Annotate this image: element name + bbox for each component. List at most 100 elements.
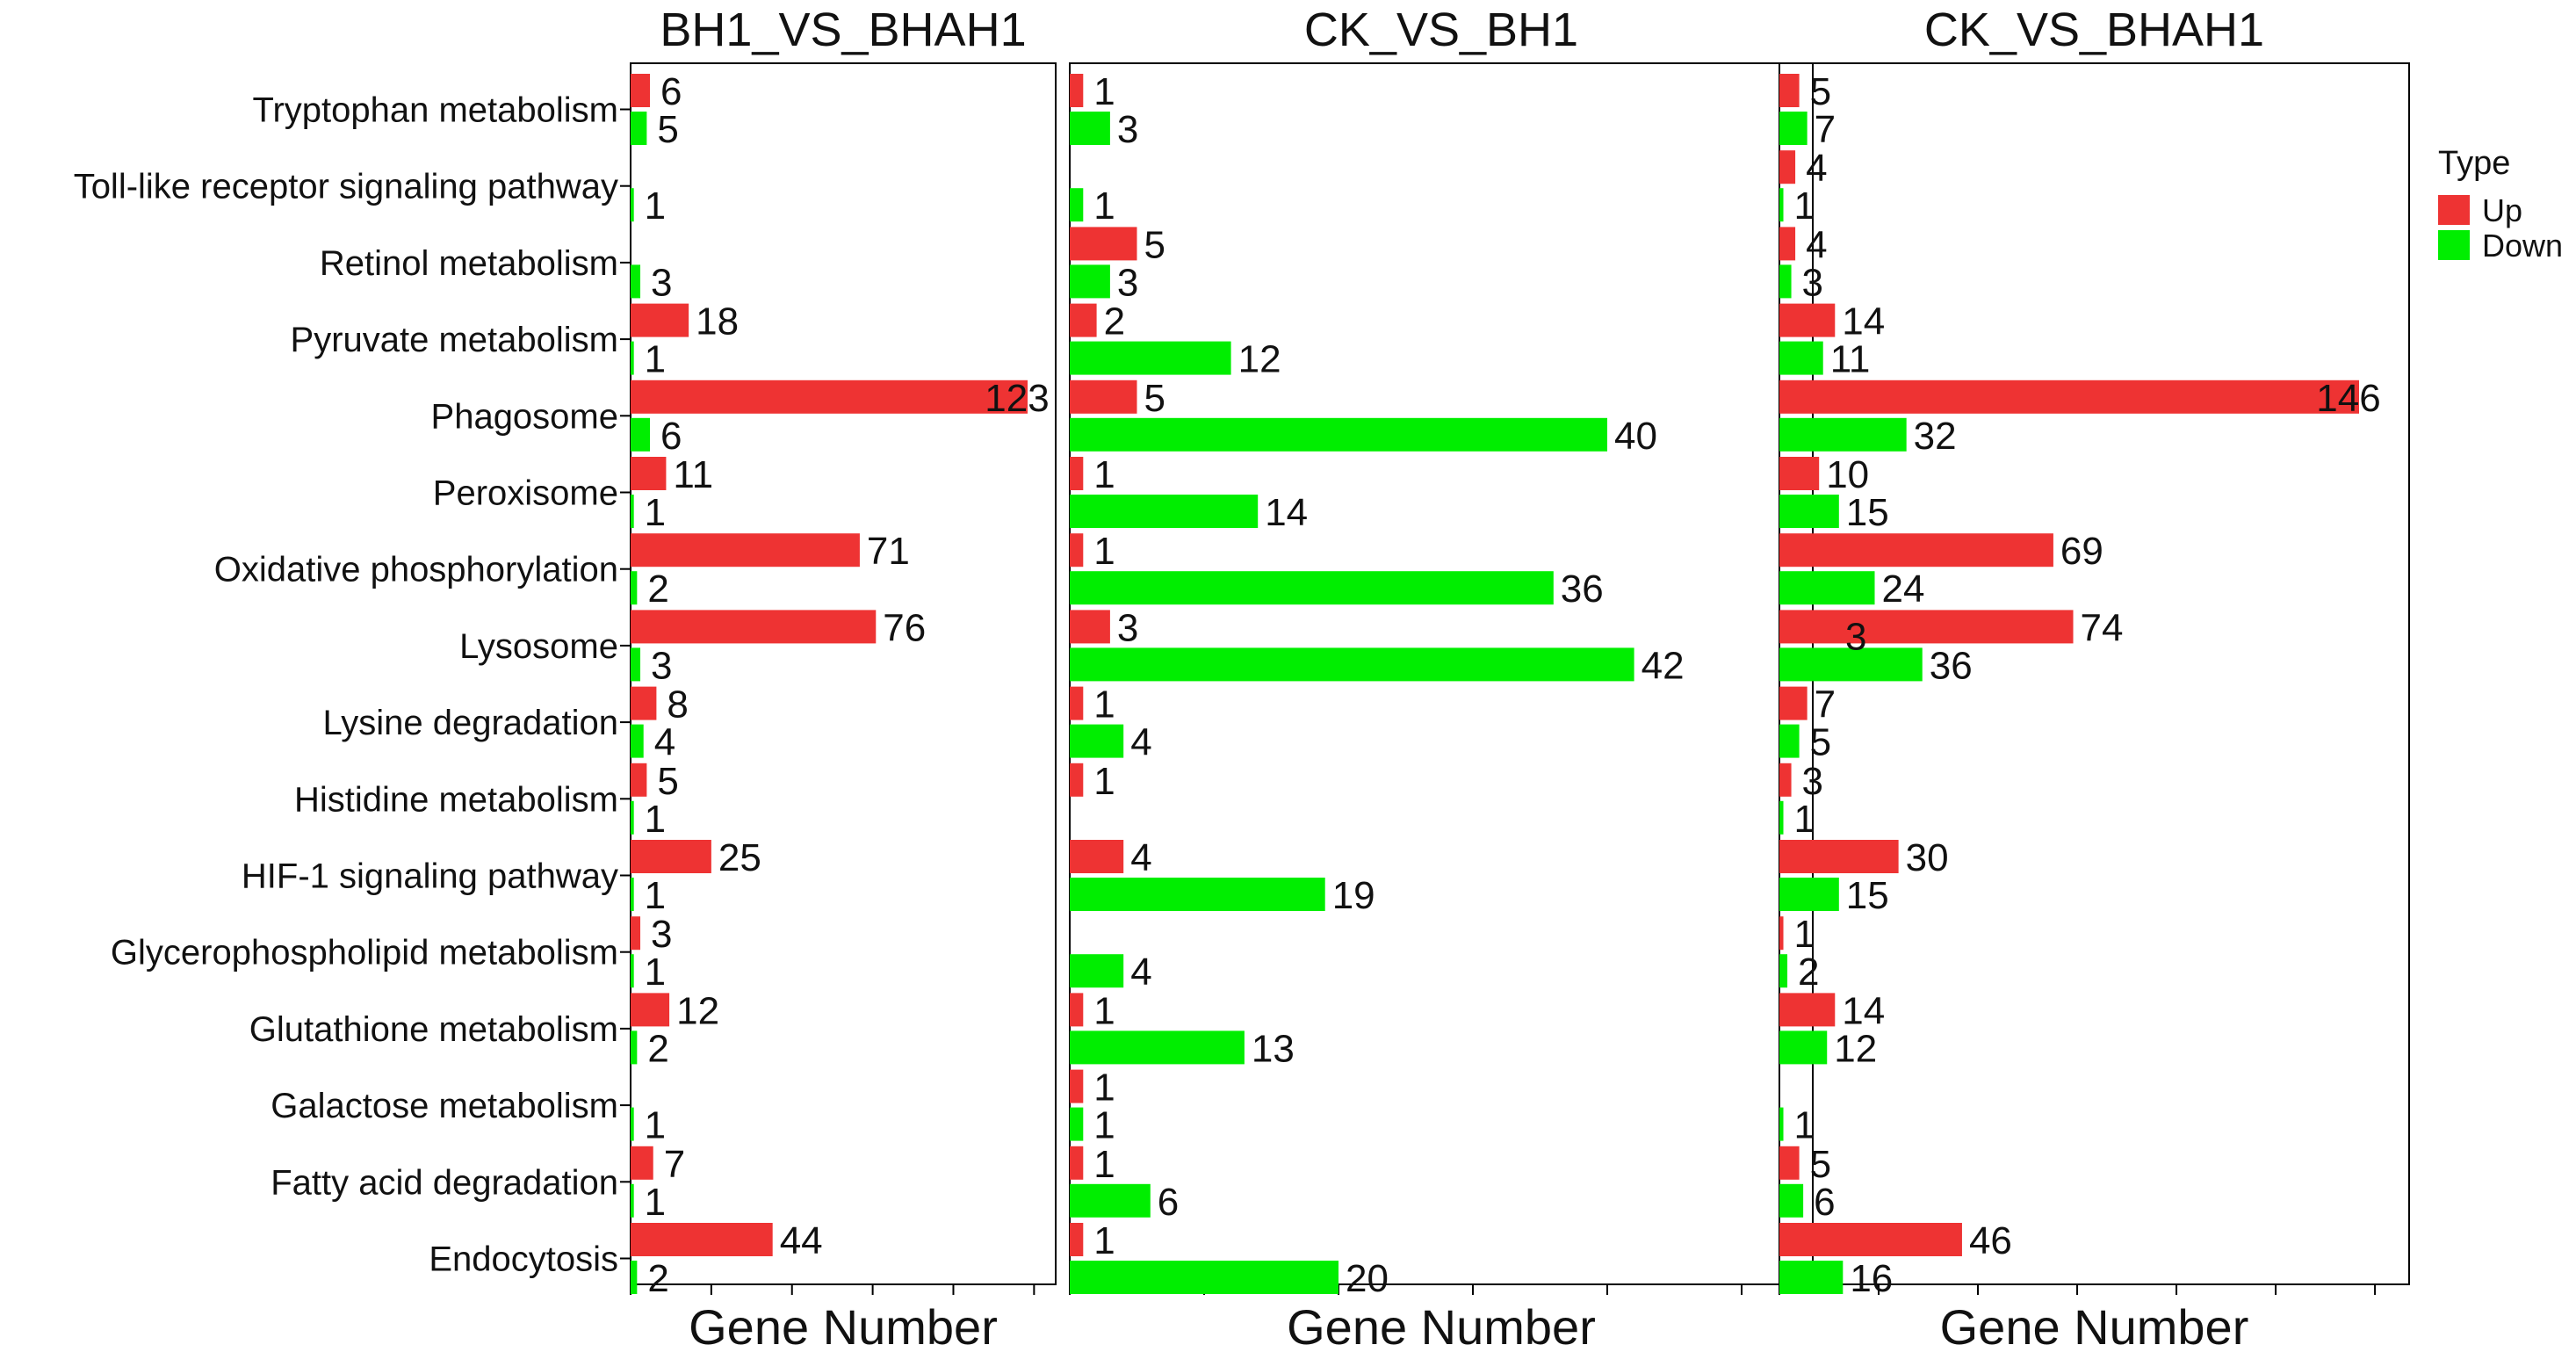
bar-up <box>631 1146 653 1180</box>
legend-title: Type <box>2438 145 2510 182</box>
value-label-up: 1 <box>1093 1143 1115 1186</box>
panel-frame <box>630 62 1057 1285</box>
bar-down <box>1779 954 1788 988</box>
legend-label-up: Up <box>2482 192 2522 228</box>
bar-down <box>631 724 644 758</box>
bar-up <box>1779 74 1800 107</box>
value-label-down: 1 <box>1093 184 1115 228</box>
panel-title: BH1_VS_BHAH1 <box>660 4 1026 56</box>
bar-down <box>1779 495 1839 528</box>
value-label-down: 5 <box>1810 721 1831 764</box>
value-label-down: 1 <box>645 338 666 381</box>
value-label-up: 10 <box>1826 453 1869 496</box>
bar-up <box>631 1223 773 1256</box>
category-label: Pyruvate metabolism <box>291 321 618 359</box>
value-label-up: 2 <box>1104 300 1125 343</box>
value-label-down: 3 <box>651 261 672 304</box>
x-axis-title: Gene Number <box>1940 1299 2249 1352</box>
value-label-up: 4 <box>1806 147 1827 190</box>
bar-down <box>1779 264 1792 299</box>
category-label: Toll-like receptor signaling pathway <box>74 168 618 206</box>
bar-up <box>1070 303 1097 337</box>
bar-down <box>631 264 641 299</box>
value-label-down: 24 <box>1881 568 1924 611</box>
category-label: Lysosome <box>459 627 618 666</box>
value-label-up: 74 <box>2081 606 2124 649</box>
value-label-down: 6 <box>1814 1181 1835 1224</box>
bar-up <box>1779 916 1784 951</box>
value-label-up: 69 <box>2060 530 2103 573</box>
value-label-up: 1 <box>1093 1066 1115 1110</box>
value-label-down: 2 <box>647 1027 668 1070</box>
bar-down <box>631 878 634 911</box>
bar-up <box>1070 993 1084 1027</box>
bar-up <box>631 916 641 951</box>
bar-down <box>1779 417 1907 452</box>
value-label-down: 3 <box>651 644 672 687</box>
bar-up <box>1779 993 1836 1027</box>
value-label-up: 8 <box>667 683 688 727</box>
value-label-up: 3 <box>651 913 672 956</box>
value-label-up: 1 <box>1093 530 1115 573</box>
value-label-down: 1 <box>645 1181 666 1224</box>
legend-swatch-up <box>2438 195 2470 225</box>
value-label-up: 146 <box>2316 377 2380 420</box>
bar-down <box>631 417 651 452</box>
bar-up <box>631 686 657 720</box>
value-label-down: 15 <box>1846 491 1889 534</box>
bar-up <box>631 840 711 873</box>
bar-up <box>1070 763 1084 797</box>
value-label-up: 3 <box>1802 760 1823 803</box>
value-label-down: 1 <box>645 798 666 841</box>
bar-up <box>1779 303 1836 337</box>
value-label-down: 5 <box>657 108 678 151</box>
bar-up <box>631 533 860 568</box>
bar-up <box>1779 533 2053 568</box>
value-label-down: 13 <box>1252 1027 1295 1070</box>
bar-down <box>1779 1030 1828 1065</box>
category-label: Retinol metabolism <box>320 244 618 283</box>
bar-down <box>631 1183 634 1218</box>
bar-up <box>1779 457 1820 490</box>
value-label-down: 40 <box>1614 415 1657 458</box>
bar-up <box>1070 533 1084 568</box>
value-label-down: 19 <box>1332 874 1375 917</box>
bar-up <box>1779 1223 1962 1256</box>
bar-down <box>1070 878 1325 911</box>
bar-down <box>1779 1261 1844 1294</box>
bar-down <box>1070 571 1554 605</box>
bar-down <box>1070 1183 1151 1218</box>
bar-up <box>1779 686 1808 720</box>
category-label: Galactose metabolism <box>271 1087 618 1125</box>
bar-up <box>631 457 667 490</box>
category-label: Fatty acid degradation <box>271 1163 618 1202</box>
bar-down <box>631 1107 634 1141</box>
value-label-down: 4 <box>1130 951 1151 994</box>
category-label: Phagosome <box>431 397 618 436</box>
bar-down <box>631 341 634 375</box>
value-label-up: 25 <box>718 836 761 879</box>
value-label-up: 6 <box>660 70 682 113</box>
bar-up <box>1070 1223 1084 1256</box>
value-label-down: 2 <box>1798 951 1819 994</box>
bar-down <box>1070 1261 1339 1294</box>
bar-down <box>631 1261 638 1294</box>
bar-down <box>1779 571 1875 605</box>
legend-swatch-down <box>2438 230 2470 260</box>
bar-down <box>1070 417 1607 452</box>
value-label-up: 5 <box>657 760 678 803</box>
value-label-down: 3 <box>1117 108 1138 151</box>
category-label: HIF-1 signaling pathway <box>242 857 618 896</box>
value-label-down: 1 <box>1093 1104 1115 1147</box>
category-label: Glutathione metabolism <box>249 1010 618 1049</box>
bar-down <box>1779 1107 1784 1141</box>
value-label-down: 1 <box>1794 1104 1815 1147</box>
bar-up <box>631 763 647 797</box>
panel-title: CK_VS_BH1 <box>1304 4 1578 56</box>
value-label-down: 14 <box>1265 491 1308 534</box>
bar-down <box>1070 647 1634 682</box>
value-label-up: 14 <box>1842 300 1885 343</box>
value-label-up: 5 <box>1144 223 1165 266</box>
